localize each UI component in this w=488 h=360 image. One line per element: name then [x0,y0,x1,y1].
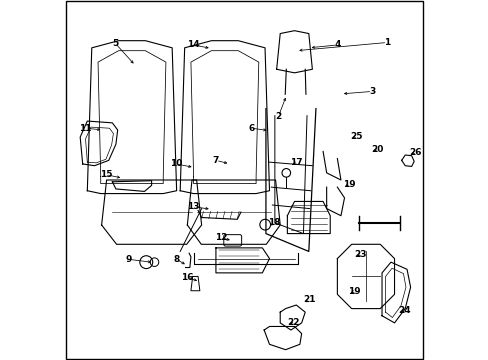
Text: 16: 16 [181,273,193,282]
Text: 7: 7 [212,156,219,165]
Text: 10: 10 [169,159,182,168]
Text: 1: 1 [384,38,390,47]
Text: 24: 24 [397,306,410,315]
Text: 4: 4 [333,40,340,49]
Text: 19: 19 [347,287,360,296]
Text: 17: 17 [289,158,302,167]
Text: 14: 14 [187,40,200,49]
Text: 23: 23 [354,250,366,259]
Text: 8: 8 [173,255,180,264]
Text: 13: 13 [187,202,200,211]
Text: 2: 2 [275,112,281,121]
Text: 18: 18 [268,219,280,228]
Text: 26: 26 [408,148,421,157]
Text: 6: 6 [248,124,254,133]
Text: 21: 21 [303,295,315,304]
Text: 15: 15 [100,170,112,179]
Text: 20: 20 [371,145,383,154]
Text: 9: 9 [125,255,131,264]
Text: 11: 11 [79,124,92,133]
Text: 22: 22 [287,318,300,327]
Text: 12: 12 [215,233,227,242]
Text: 3: 3 [368,87,375,96]
Text: 25: 25 [349,132,362,141]
Text: 19: 19 [342,180,355,189]
Text: 5: 5 [112,39,118,48]
